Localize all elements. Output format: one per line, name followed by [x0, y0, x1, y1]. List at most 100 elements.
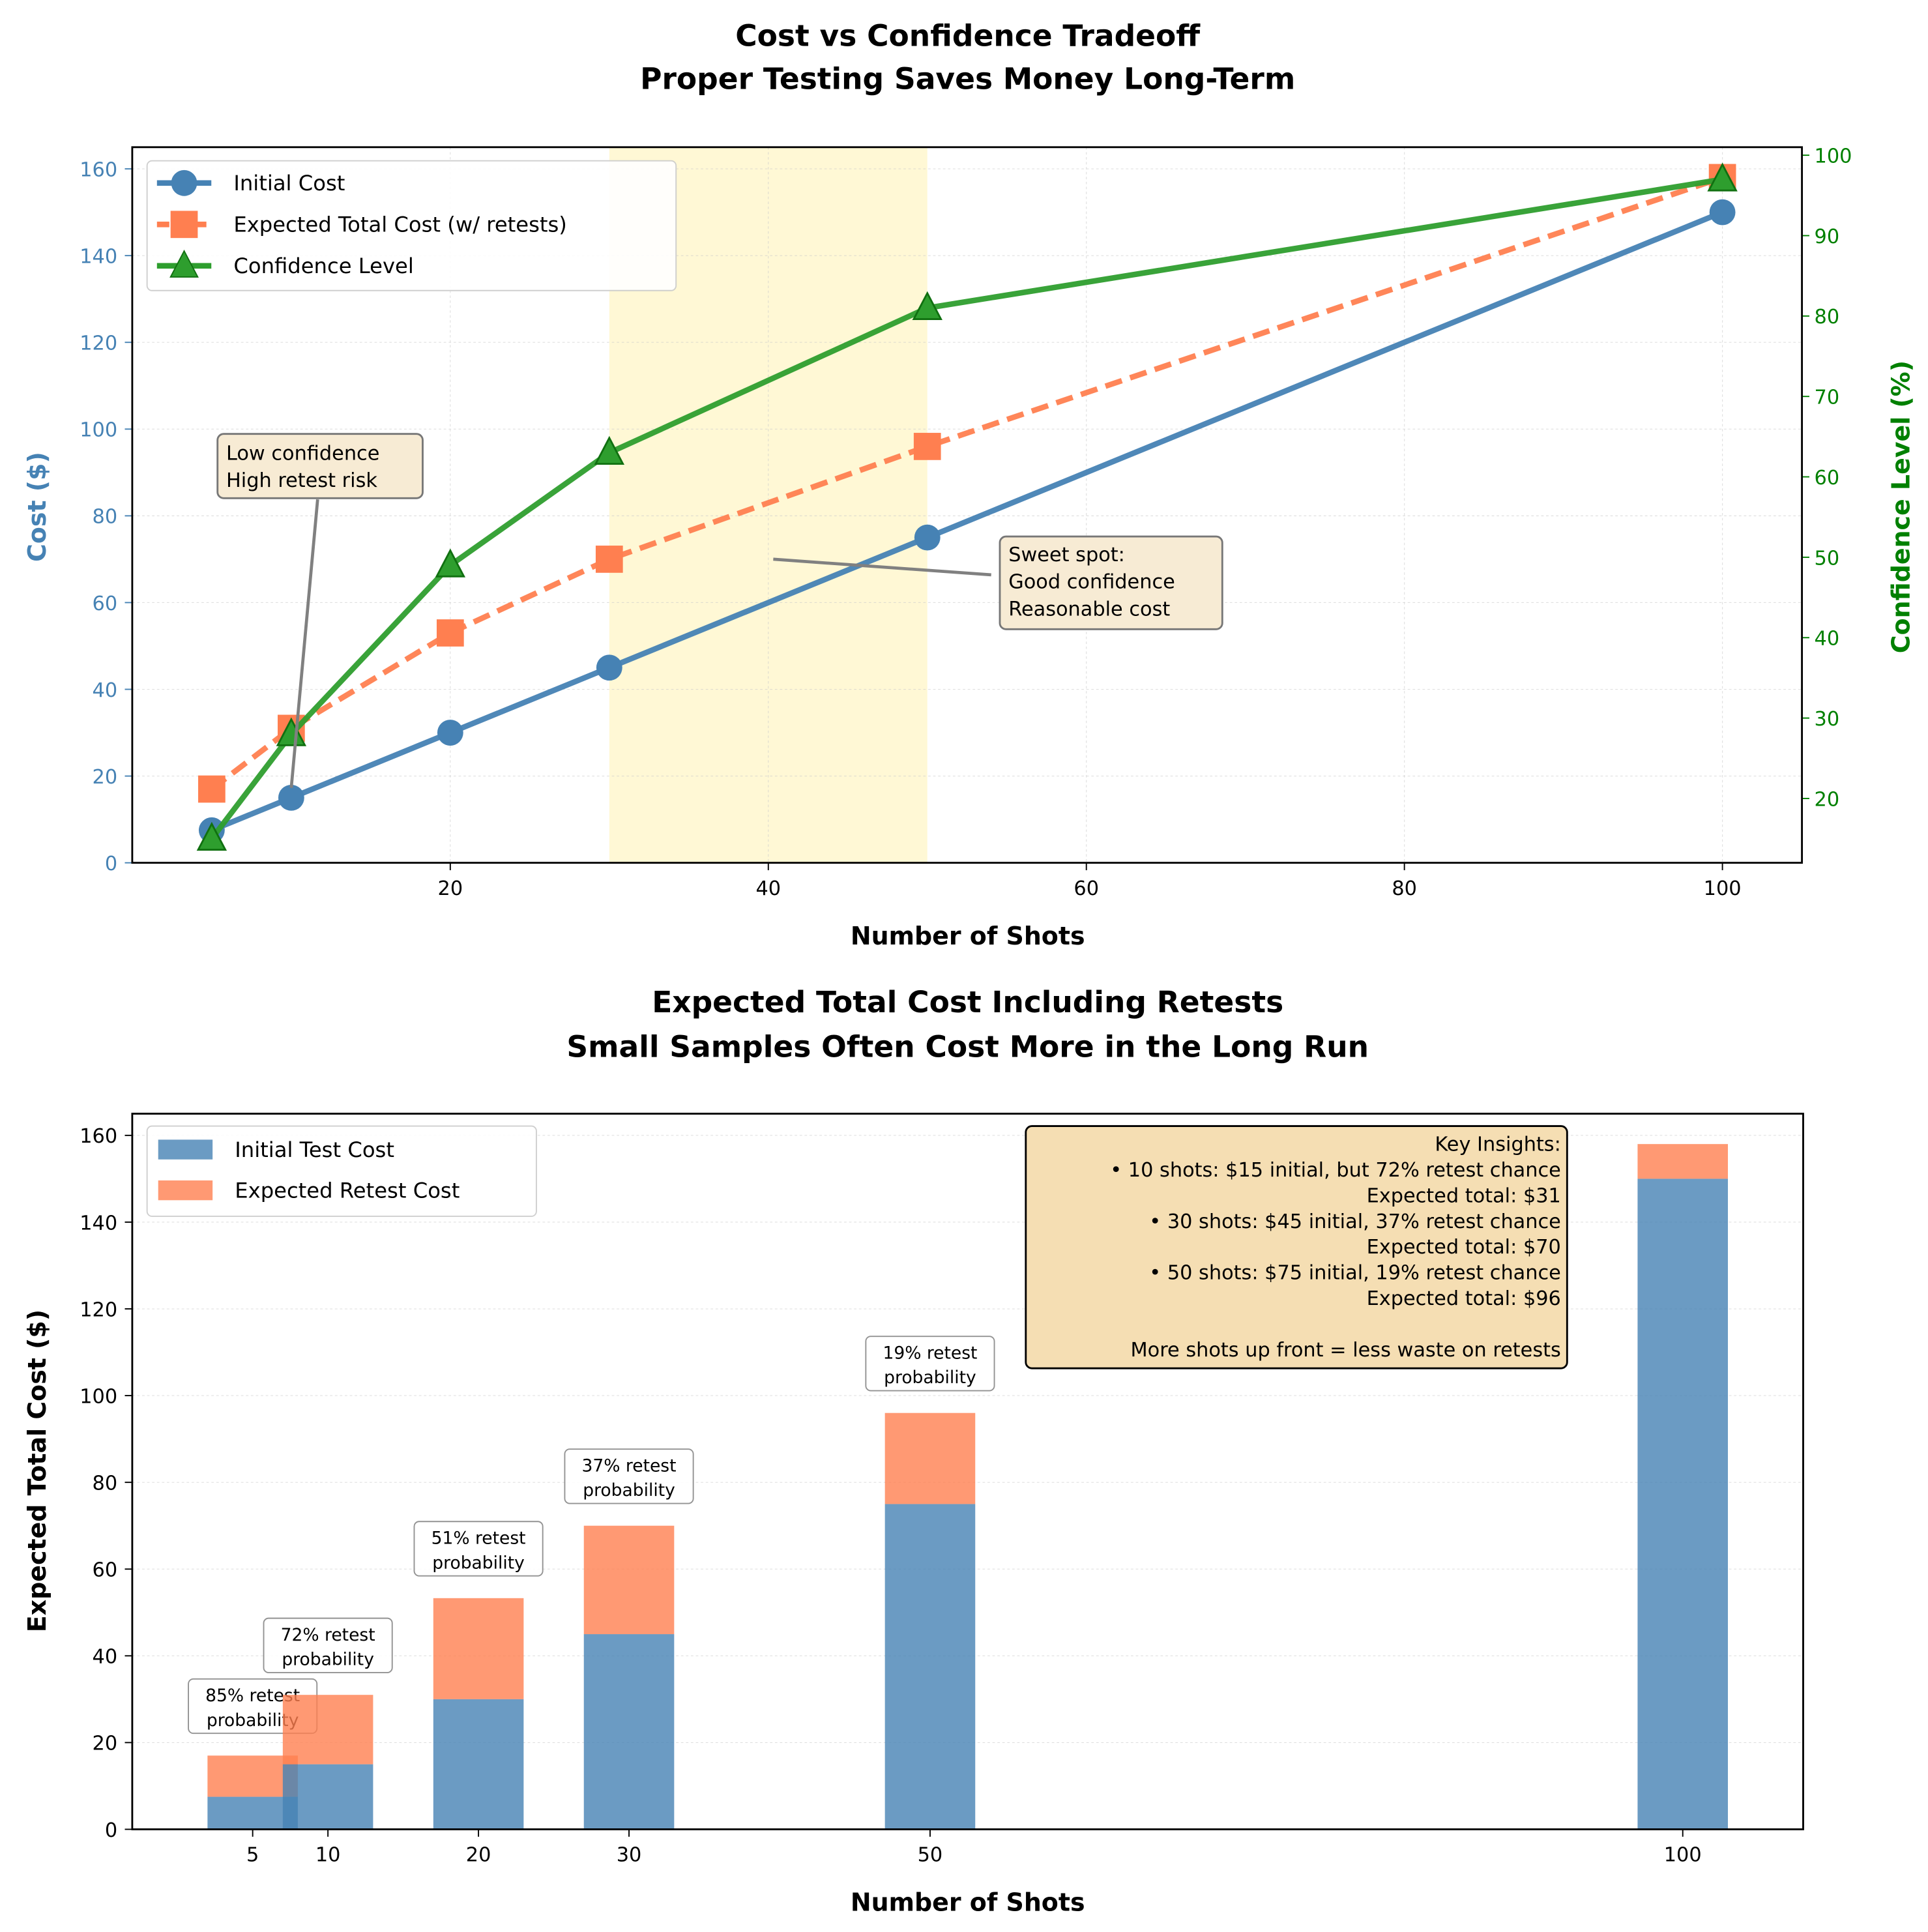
y-right-tick-label: 100: [1815, 145, 1852, 168]
bottom-chart: Expected Total Cost Including Retests Sm…: [23, 985, 1804, 1917]
data-point-circle: [596, 654, 622, 681]
data-point-circle: [1709, 199, 1736, 226]
legend-label: Expected Total Cost (w/ retests): [233, 212, 567, 237]
y-tick-label: 140: [80, 246, 117, 269]
y-tick-label: 20: [93, 1733, 118, 1755]
y-right-tick-label: 60: [1815, 467, 1840, 490]
data-point-triangle: [435, 548, 466, 578]
legend-box: [146, 1125, 537, 1217]
data-point-circle: [437, 720, 463, 746]
legend-box: [146, 160, 677, 291]
legend-marker: [171, 169, 197, 196]
x-tick-label: 100: [1704, 877, 1742, 900]
y-right-tick-label: 40: [1815, 628, 1840, 651]
data-point-triangle: [912, 291, 942, 320]
bar-initial-cost: [583, 1634, 675, 1830]
y-right-tick-label: 80: [1815, 306, 1840, 329]
y-right-tick-label: 70: [1815, 387, 1840, 409]
top-ylabel: Cost ($): [23, 452, 51, 562]
y-tick-label: 120: [80, 332, 117, 355]
x-tick-label: 20: [466, 1844, 491, 1867]
y-tick-label: 0: [105, 853, 117, 875]
series-line-2: [209, 176, 1723, 841]
legend-label: Expected Retest Cost: [235, 1178, 460, 1203]
bar-label-text: 51% retest: [431, 1528, 526, 1548]
x-tick-label: 10: [315, 1844, 341, 1867]
insights-text: Expected total: $31: [1367, 1184, 1561, 1207]
bar-label-box: [413, 1521, 544, 1577]
y-tick-label: 20: [93, 766, 118, 789]
bar-label-text: probability: [432, 1553, 525, 1573]
data-point-square: [913, 433, 941, 460]
data-point-triangle: [196, 821, 227, 851]
insights-text: • 10 shots: $15 initial, but 72% retest …: [1110, 1159, 1561, 1182]
data-point-square: [595, 546, 623, 573]
y-tick-label: 0: [105, 1819, 117, 1842]
bar-initial-cost: [884, 1504, 976, 1830]
x-tick-label: 20: [438, 877, 463, 900]
bar-initial-cost: [282, 1764, 373, 1830]
bottom-xlabel: Number of Shots: [851, 1888, 1085, 1917]
insights-text: • 30 shots: $45 initial, 37% retest chan…: [1149, 1210, 1561, 1233]
x-tick-label: 50: [918, 1844, 943, 1867]
y-tick-label: 60: [93, 593, 118, 615]
y-right-tick-label: 20: [1815, 788, 1840, 811]
x-tick-label: 80: [1392, 877, 1417, 900]
plot-frame: [131, 146, 1804, 864]
annotation-text: Low confidence: [226, 443, 379, 465]
x-tick-label: 30: [617, 1844, 642, 1867]
bottom-subtitle: Small Samples Often Cost More in the Lon…: [566, 1029, 1369, 1064]
y-tick-label: 100: [80, 1385, 117, 1408]
bar-retest-cost: [433, 1598, 524, 1699]
x-tick-label: 100: [1664, 1844, 1702, 1867]
bar-initial-cost: [207, 1796, 298, 1830]
bar-initial-cost: [433, 1699, 524, 1830]
data-point-circle: [278, 784, 304, 811]
y-tick-label: 100: [80, 419, 117, 442]
insights-text: Expected total: $70: [1367, 1236, 1561, 1259]
data-point-circle: [914, 524, 941, 551]
bar-label-box: [865, 1336, 995, 1392]
annotation-text: Sweet spot:: [1008, 544, 1125, 566]
insights-box: [1025, 1125, 1568, 1369]
annotation-box: [999, 535, 1223, 630]
y-tick-label: 80: [93, 506, 118, 529]
y-tick-label: 160: [80, 1125, 117, 1148]
legend-label: Initial Cost: [233, 171, 345, 196]
bar-retest-cost: [583, 1525, 675, 1635]
x-tick-label: 60: [1074, 877, 1099, 900]
x-tick-label: 40: [755, 877, 781, 900]
bar-retest-cost: [884, 1412, 976, 1504]
top-xlabel: Number of Shots: [851, 922, 1085, 950]
insights-text: • 50 shots: $75 initial, 19% retest chan…: [1149, 1262, 1561, 1285]
series-line-0: [211, 209, 1724, 833]
bar-label-text: probability: [884, 1368, 976, 1388]
bar-retest-cost: [1637, 1144, 1729, 1179]
y-right-tick-label: 50: [1815, 547, 1840, 570]
legend-swatch: [158, 1139, 213, 1160]
insights-text: Key Insights:: [1435, 1133, 1560, 1156]
bar-label-text: probability: [282, 1650, 374, 1670]
y-tick-label: 40: [93, 679, 118, 702]
y-tick-label: 140: [80, 1212, 117, 1235]
bar-label-text: 19% retest: [883, 1343, 977, 1363]
top-chart: Cost vs Confidence Tradeoff Proper Testi…: [23, 18, 1915, 950]
insights-text: More shots up front = less waste on rete…: [1131, 1339, 1561, 1362]
bar-label-text: 72% retest: [281, 1625, 375, 1645]
annotation-arrow: [289, 499, 319, 788]
legend-marker: [170, 211, 198, 239]
data-point-triangle: [594, 435, 625, 465]
data-point-triangle: [276, 717, 307, 746]
annotation-arrow: [773, 557, 991, 577]
annotation-text: High retest risk: [226, 469, 377, 492]
y-tick-label: 120: [80, 1298, 117, 1321]
bar-label-text: 37% retest: [582, 1456, 677, 1476]
bar-label-box: [263, 1617, 393, 1674]
y-tick-label: 80: [93, 1472, 118, 1495]
bar-label-box: [564, 1448, 694, 1504]
legend-marker: [169, 250, 199, 278]
bar-retest-cost: [282, 1695, 373, 1764]
annotation-text: Good confidence: [1008, 571, 1175, 594]
legend-label: Initial Test Cost: [235, 1137, 394, 1162]
annotation-box: [216, 433, 424, 499]
